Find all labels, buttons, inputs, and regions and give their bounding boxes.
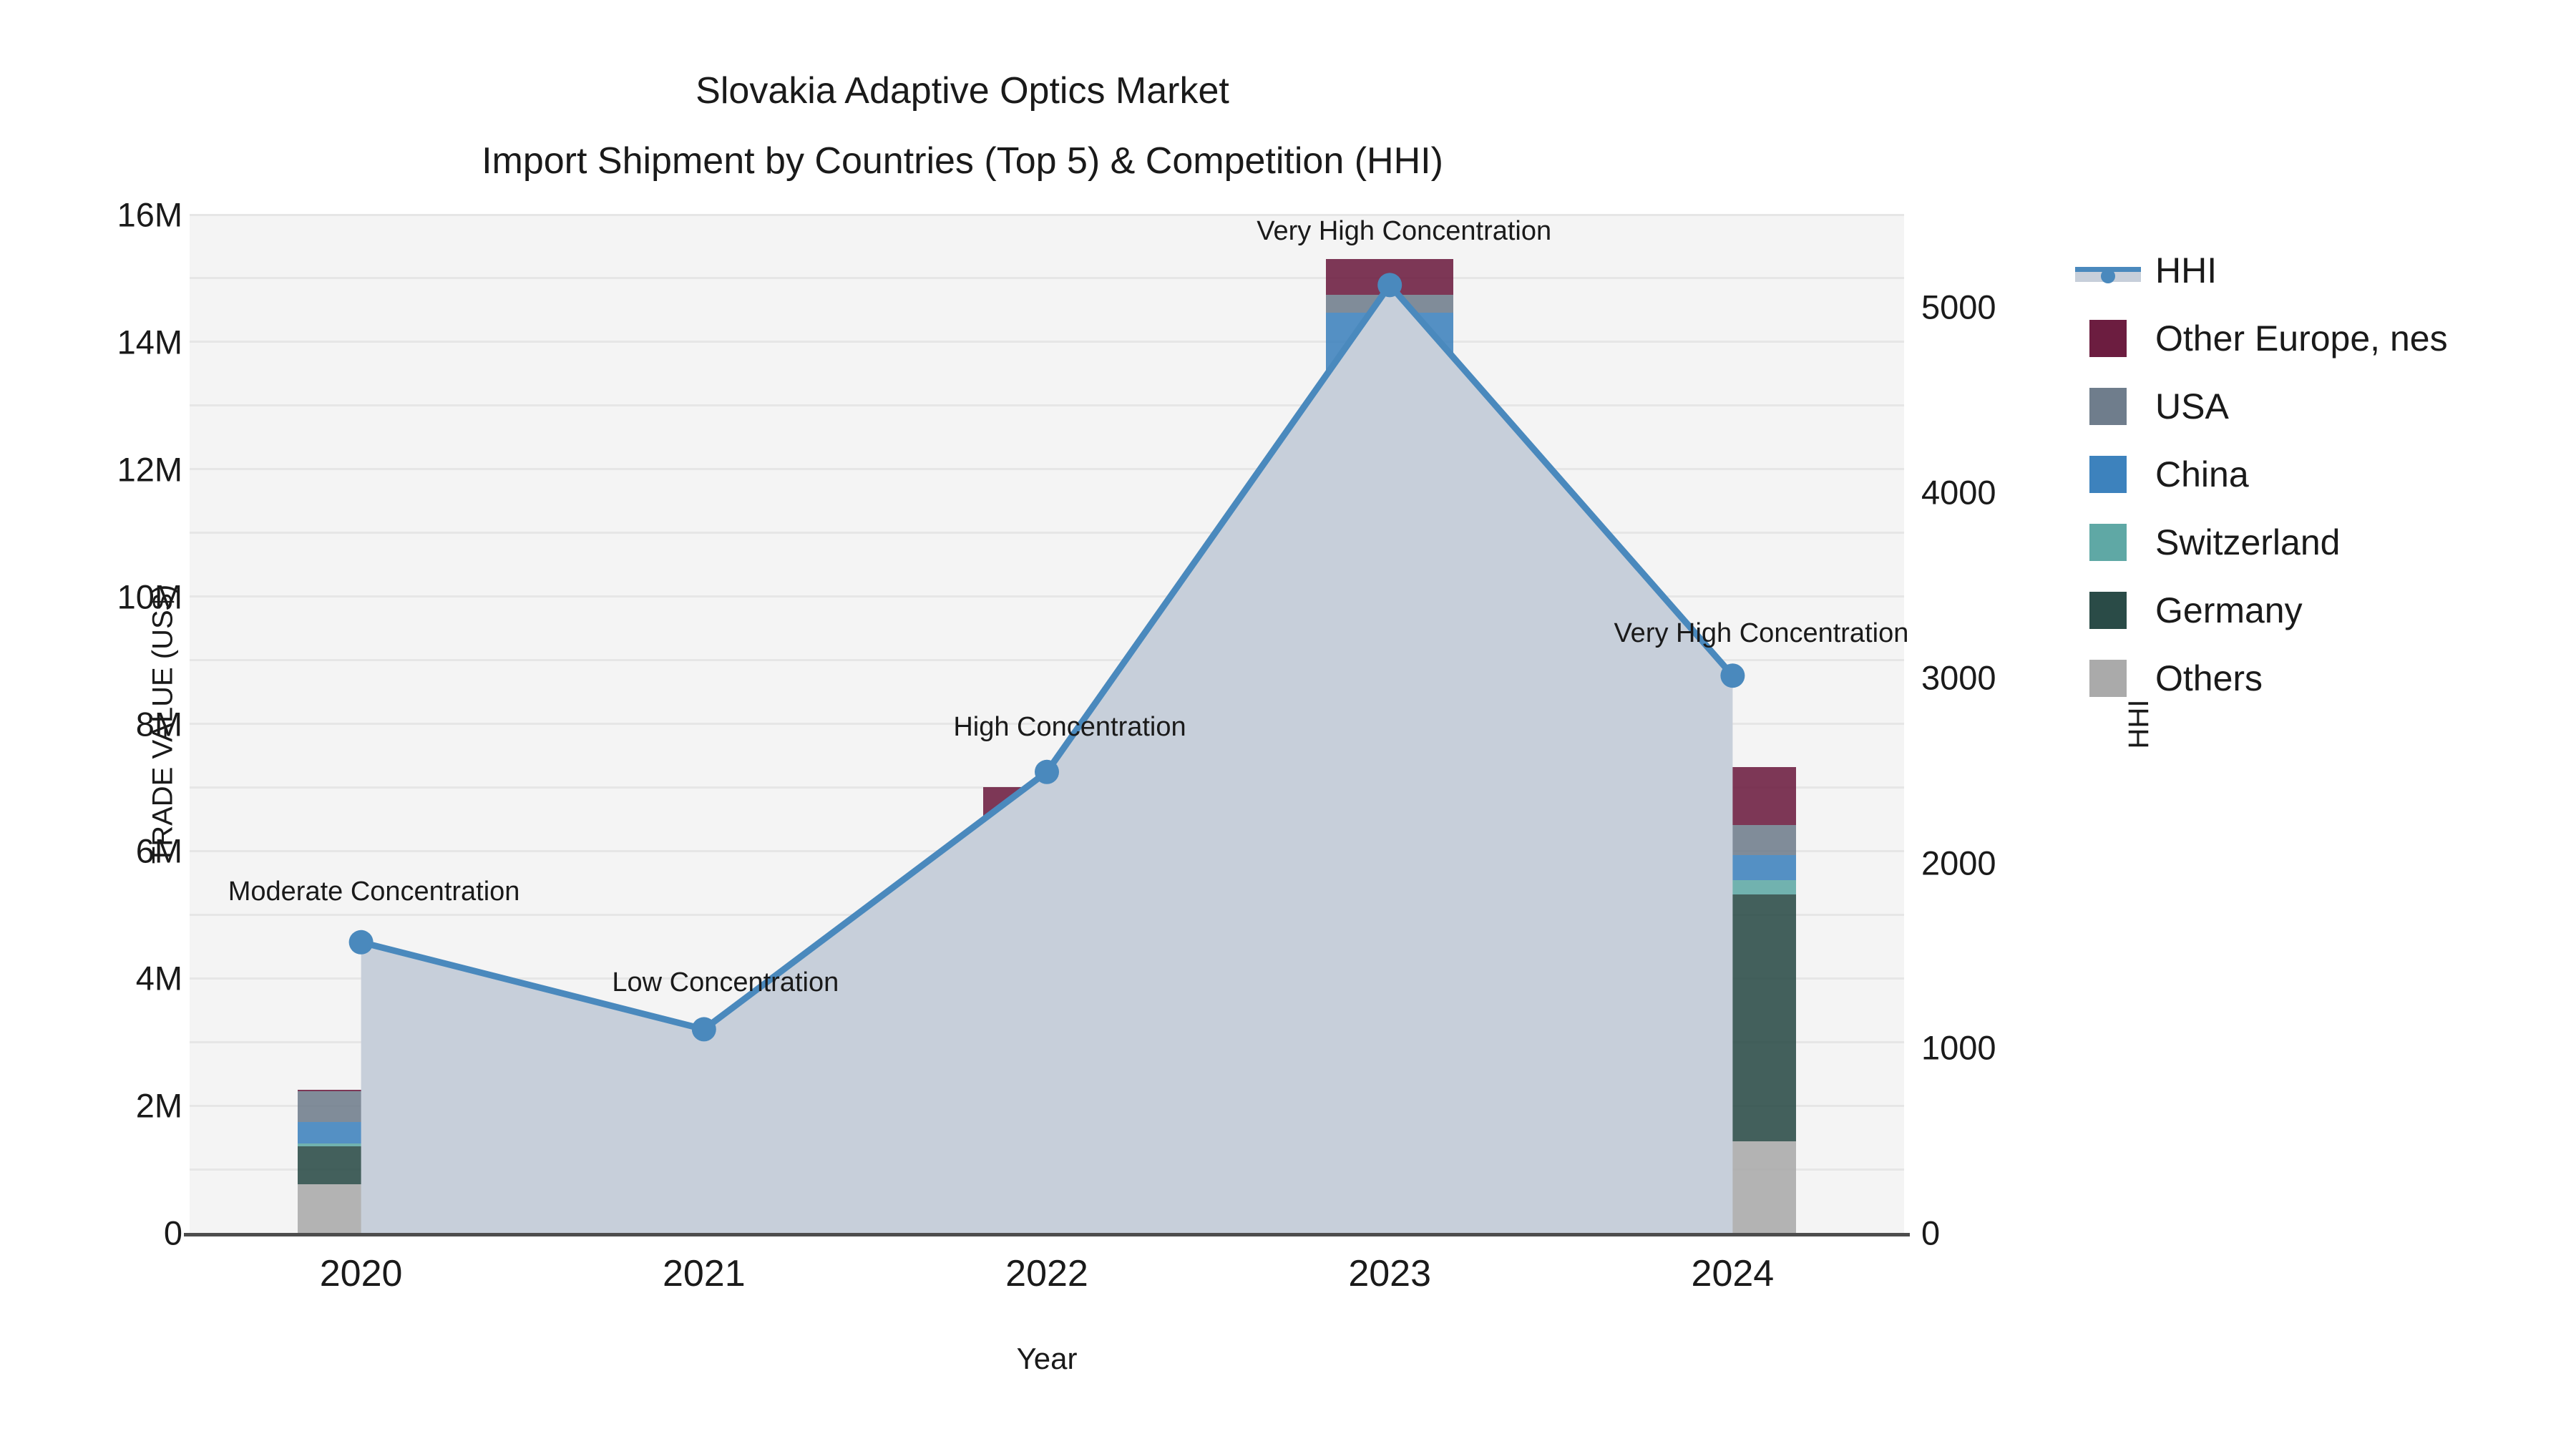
y-axis-left-tick-label: 10M	[117, 577, 182, 616]
axis-baseline	[184, 1233, 1910, 1236]
hhi-area-fill	[361, 285, 1733, 1233]
gridline	[190, 404, 1904, 407]
y-axis-right-tick-label: 5000	[1921, 288, 1996, 326]
legend-item[interactable]: Other Europe, nes	[2075, 304, 2448, 372]
bar-segment[interactable]	[297, 1143, 425, 1147]
legend-color-swatch	[2089, 591, 2127, 629]
gridline	[190, 277, 1904, 280]
legend-line-marker	[2101, 268, 2115, 283]
legend-item[interactable]: China	[2075, 440, 2448, 508]
y-axis-right-tick-label: 3000	[1921, 658, 1996, 697]
legend-item[interactable]: Germany	[2075, 576, 2448, 644]
legend-item-label: China	[2155, 454, 2249, 494]
y-axis-left-tick-label: 16M	[117, 195, 182, 234]
title-line-2: Import Shipment by Countries (Top 5) & C…	[482, 140, 1443, 182]
hhi-line-series	[348, 273, 1745, 1233]
y-axis-right-tick-label: 0	[1921, 1214, 1941, 1252]
concentration-annotation: High Concentration	[953, 711, 1186, 742]
legend-item[interactable]: HHI	[2075, 236, 2448, 304]
chart-title: Slovakia Adaptive Optics Market Import S…	[0, 56, 1925, 196]
bar-segment[interactable]	[297, 1089, 425, 1091]
legend-item-label: Others	[2155, 658, 2263, 698]
legend-line-key	[2075, 252, 2141, 289]
concentration-annotation: Very High Concentration	[1257, 216, 1552, 247]
y-axis-left-tick-label: 14M	[117, 323, 182, 361]
legend-color-swatch	[2089, 387, 2127, 425]
gridline	[190, 659, 1904, 662]
x-axis-tick-label: 2022	[1005, 1253, 1088, 1294]
title-line-1: Slovakia Adaptive Optics Market	[696, 70, 1229, 112]
legend-color-swatch	[2089, 523, 2127, 561]
legend-color-swatch	[2089, 659, 2127, 697]
legend: HHI Other Europe, nes USA China Switzerland G…	[2075, 236, 2448, 712]
y-axis-left-tick-label: 2M	[135, 1086, 182, 1125]
hhi-data-point[interactable]	[1720, 663, 1745, 688]
legend-item-label: Switzerland	[2155, 522, 2341, 562]
x-axis-tick-label: 2024	[1691, 1253, 1775, 1294]
hhi-data-point[interactable]	[1035, 759, 1059, 784]
y-axis-left-tick-label: 0	[163, 1214, 182, 1252]
legend-item-label: HHI	[2155, 250, 2218, 291]
legend-item[interactable]: Switzerland	[2075, 508, 2448, 576]
y-axis-left-tick-label: 6M	[135, 831, 182, 870]
legend-item[interactable]: USA	[2075, 372, 2448, 440]
gridline	[190, 213, 1904, 216]
gridline	[190, 532, 1904, 535]
gridline	[190, 595, 1904, 598]
y-axis-right-tick-label: 2000	[1921, 844, 1996, 882]
hhi-data-point[interactable]	[1377, 273, 1402, 298]
gridline	[190, 723, 1904, 725]
x-axis-tick-label: 2020	[319, 1253, 403, 1294]
gridline	[190, 468, 1904, 471]
x-axis-tick-label: 2021	[662, 1253, 746, 1294]
legend-color-swatch	[2089, 319, 2127, 357]
y-axis-right-tick-label: 4000	[1921, 473, 1996, 512]
y-axis-left-tick-label: 4M	[135, 959, 182, 997]
legend-item[interactable]: Others	[2075, 644, 2448, 712]
y-axis-left-tick-label: 12M	[117, 450, 182, 489]
legend-color-swatch	[2089, 455, 2127, 493]
legend-item-label: Germany	[2155, 590, 2303, 630]
y-axis-right-tick-label: 1000	[1921, 1028, 1996, 1067]
hhi-data-point[interactable]	[691, 1017, 716, 1042]
legend-item-label: Other Europe, nes	[2155, 318, 2448, 358]
concentration-annotation: Low Concentration	[612, 967, 839, 998]
y-axis-left-label: TRADE VALUE (US$)	[147, 584, 179, 864]
hhi-data-point[interactable]	[348, 930, 374, 955]
x-axis-label: Year	[1016, 1342, 1078, 1375]
gridline	[190, 341, 1904, 343]
y-axis-left-tick-label: 8M	[135, 705, 182, 743]
concentration-annotation: Moderate Concentration	[228, 876, 520, 907]
legend-item-label: USA	[2155, 386, 2229, 426]
concentration-annotation: Very High Concentration	[1614, 618, 1909, 649]
x-axis-tick-label: 2023	[1348, 1253, 1432, 1294]
plot-area: 0 2M 4M 6M 8M 10M 12M 14M 16M 0 1000 2000 3000 4000 5…	[117, 196, 2155, 1376]
